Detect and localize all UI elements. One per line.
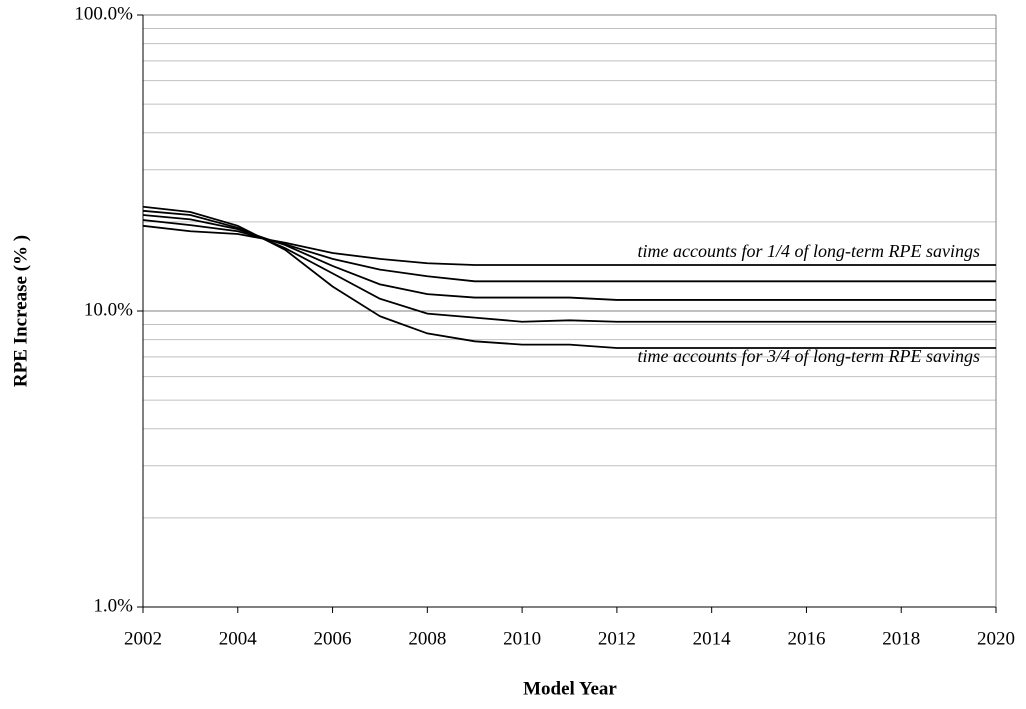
y-axis-title: RPE Increase (% )	[10, 235, 31, 387]
x-tick-label: 2016	[787, 628, 825, 649]
x-tick-label: 2020	[977, 628, 1015, 649]
x-tick-label: 2018	[882, 628, 920, 649]
series-line	[142, 205, 996, 349]
series-line	[142, 214, 996, 301]
x-tick-label: 2014	[693, 628, 732, 649]
annotation: time accounts for 1/4 of long-term RPE s…	[638, 241, 980, 261]
x-tick-label: 2012	[598, 628, 636, 649]
x-tick-label: 2008	[408, 628, 446, 649]
y-tick-label: 100.0%	[74, 3, 133, 24]
x-axis-title: Model Year	[523, 678, 617, 699]
y-tick-label: 10.0%	[84, 299, 133, 320]
x-tick-label: 2002	[124, 628, 162, 649]
annotation: time accounts for 3/4 of long-term RPE s…	[638, 346, 980, 366]
y-tick-label: 1.0%	[93, 595, 133, 616]
x-tick-label: 2010	[503, 628, 541, 649]
x-tick-label: 2006	[314, 628, 352, 649]
series-line	[142, 209, 996, 323]
series-line	[142, 224, 996, 266]
x-tick-label: 2004	[219, 628, 258, 649]
